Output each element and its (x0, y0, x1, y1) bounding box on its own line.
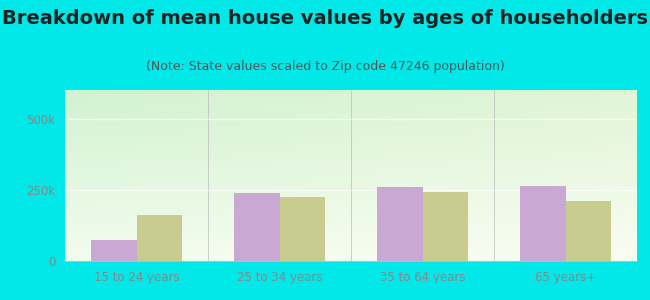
Bar (280, 197, 325, 261)
Bar (520, 186, 566, 261)
Bar (234, 194, 280, 261)
Bar (377, 188, 423, 261)
Bar (566, 201, 611, 261)
Bar (422, 192, 468, 261)
Text: (Note: State values scaled to Zip code 47246 population): (Note: State values scaled to Zip code 4… (146, 60, 504, 73)
Text: Breakdown of mean house values by ages of householders: Breakdown of mean house values by ages o… (2, 9, 648, 28)
Bar (136, 215, 182, 261)
Bar (91, 240, 136, 261)
